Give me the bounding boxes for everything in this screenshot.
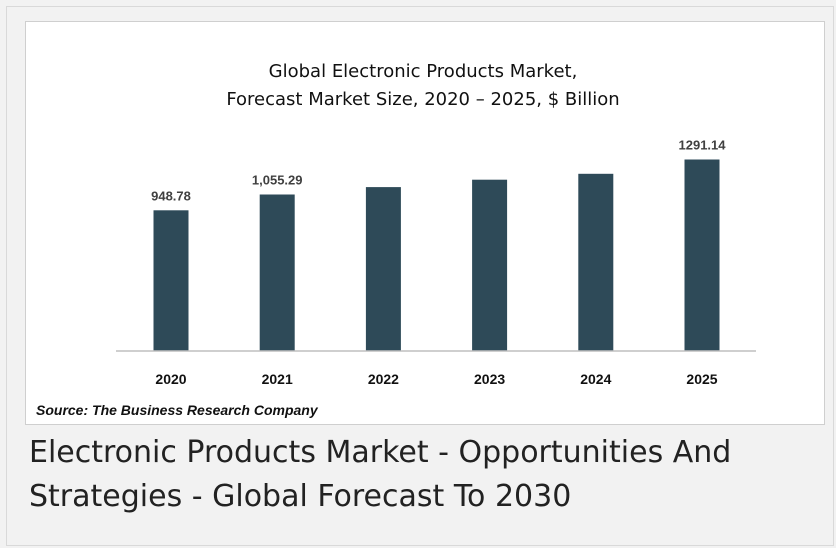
- caption-line-1: Electronic Products Market - Opportuniti…: [29, 435, 732, 470]
- chart-panel: Global Electronic Products Market, Forec…: [25, 21, 825, 425]
- bar-2022: [365, 187, 401, 351]
- chart-title-line-1: Global Electronic Products Market,: [269, 61, 578, 82]
- x-tick-2021: 2021: [262, 371, 293, 387]
- page-caption[interactable]: Electronic Products Market - Opportuniti…: [29, 431, 809, 519]
- bars-group: 948.78 1,055.29 1291.14: [151, 138, 727, 351]
- x-tick-2020: 2020: [155, 371, 186, 387]
- content-card: Global Electronic Products Market, Forec…: [6, 6, 834, 546]
- bar-chart: Global Electronic Products Market, Forec…: [116, 61, 756, 387]
- data-label-2021: 1,055.29: [252, 173, 303, 188]
- x-tick-2024: 2024: [580, 371, 611, 387]
- caption-line-2: Strategies - Global Forecast To 2030: [29, 479, 572, 514]
- bar-2023: [472, 179, 508, 351]
- data-label-2020: 948.78: [151, 188, 191, 203]
- chart-title-line-2: Forecast Market Size, 2020 – 2025, $ Bil…: [226, 89, 619, 110]
- x-tick-labels: 2020 2021 2022 2023 2024 2025: [155, 371, 717, 387]
- x-tick-2022: 2022: [368, 371, 399, 387]
- bar-2024: [578, 173, 614, 351]
- bar-2020: [153, 210, 189, 351]
- data-label-2025: 1291.14: [679, 138, 727, 153]
- bar-2025: [684, 159, 720, 351]
- x-tick-2023: 2023: [474, 371, 505, 387]
- bar-2021: [259, 194, 295, 351]
- x-tick-2025: 2025: [686, 371, 717, 387]
- source-note: Source: The Business Research Company: [36, 402, 318, 418]
